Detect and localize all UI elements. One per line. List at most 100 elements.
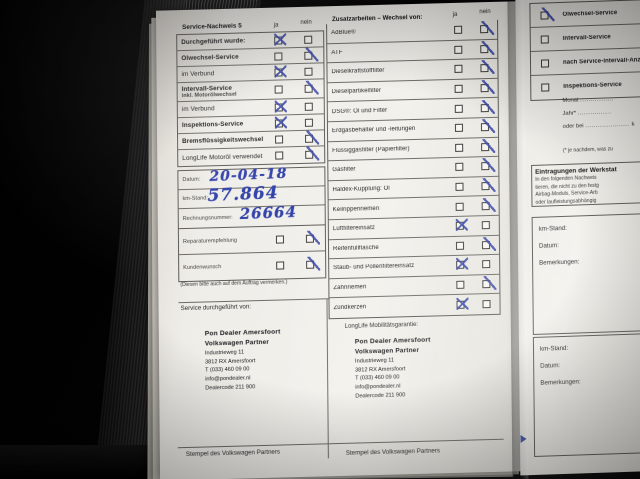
checkbox[interactable] <box>305 150 314 159</box>
checkbox-cell[interactable] <box>472 142 498 152</box>
checkbox-cell[interactable] <box>473 300 499 309</box>
checkbox[interactable] <box>454 45 463 54</box>
checkbox-cell[interactable] <box>264 85 294 94</box>
checkbox-cell[interactable] <box>293 67 323 76</box>
checkbox[interactable] <box>482 300 491 309</box>
checkbox-cell[interactable] <box>263 35 293 45</box>
checkbox-cell[interactable] <box>263 67 293 77</box>
checkbox[interactable] <box>481 221 490 230</box>
checkbox-cell[interactable] <box>265 261 295 270</box>
checkbox[interactable] <box>455 143 464 152</box>
checkbox[interactable] <box>480 44 489 54</box>
checkbox-cell[interactable] <box>473 221 499 230</box>
checkbox-cell[interactable] <box>531 34 559 44</box>
checkbox[interactable] <box>274 67 283 77</box>
checkbox-cell[interactable] <box>264 102 294 112</box>
table-row[interactable]: Reparaturempfehlung <box>178 225 326 256</box>
checkbox-cell[interactable] <box>295 260 325 269</box>
checkbox-cell[interactable] <box>472 103 498 112</box>
checkbox-cell[interactable] <box>446 123 472 133</box>
checkbox[interactable] <box>275 234 284 244</box>
checkbox-cell[interactable] <box>445 45 471 54</box>
checkbox[interactable] <box>304 118 313 127</box>
checkbox-cell[interactable] <box>473 260 499 269</box>
checkbox-cell[interactable] <box>472 123 498 132</box>
checkbox[interactable] <box>480 123 490 132</box>
checkbox-cell[interactable] <box>447 280 473 289</box>
checkbox[interactable] <box>274 35 283 45</box>
checkbox[interactable] <box>481 142 490 152</box>
checkbox-cell[interactable] <box>264 151 294 160</box>
checkbox[interactable] <box>304 51 313 60</box>
checkbox[interactable] <box>454 123 464 133</box>
checkbox[interactable] <box>454 26 463 35</box>
checkbox[interactable] <box>274 102 283 112</box>
checkbox[interactable] <box>454 104 463 113</box>
checkbox-cell[interactable] <box>294 150 324 159</box>
checkbox[interactable] <box>480 64 489 73</box>
checkbox-cell[interactable] <box>472 84 498 93</box>
checkbox[interactable] <box>541 83 550 92</box>
checkbox-cell[interactable] <box>531 58 559 68</box>
checkbox-cell[interactable] <box>473 280 499 289</box>
checkbox-cell[interactable] <box>294 102 324 111</box>
checkbox[interactable] <box>481 240 491 250</box>
checkbox-cell[interactable] <box>294 118 324 127</box>
checkbox-cell[interactable] <box>294 84 324 93</box>
checkbox-cell[interactable] <box>264 134 294 144</box>
checkbox-cell[interactable] <box>446 182 472 192</box>
checkbox-cell[interactable] <box>445 26 471 35</box>
table-row[interactable]: Intervall-Service <box>530 22 640 52</box>
checkbox-cell[interactable] <box>473 201 499 210</box>
checkbox[interactable] <box>304 67 313 76</box>
checkbox[interactable] <box>455 163 464 172</box>
checkbox[interactable] <box>482 260 491 269</box>
checkbox-cell[interactable] <box>293 51 323 60</box>
checkbox[interactable] <box>454 65 463 74</box>
checkbox[interactable] <box>274 118 283 128</box>
checkbox-cell[interactable] <box>263 51 293 61</box>
checkbox-cell[interactable] <box>447 221 473 231</box>
checkbox[interactable] <box>274 85 283 94</box>
checkbox[interactable] <box>456 261 465 270</box>
checkbox[interactable] <box>454 84 463 94</box>
checkbox-cell[interactable] <box>473 240 499 250</box>
checkbox[interactable] <box>456 300 465 310</box>
checkbox[interactable] <box>305 234 314 243</box>
checkbox[interactable] <box>540 58 550 68</box>
checkbox-cell[interactable] <box>447 241 473 250</box>
checkbox-cell[interactable] <box>447 202 473 211</box>
inspection-field[interactable]: Jahr* ................ <box>563 107 640 117</box>
checkbox-cell[interactable] <box>472 162 498 171</box>
checkbox[interactable] <box>481 182 490 191</box>
checkbox[interactable] <box>481 162 490 171</box>
checkbox-cell[interactable] <box>471 25 497 34</box>
checkbox[interactable] <box>480 103 489 112</box>
checkbox[interactable] <box>481 201 490 210</box>
checkbox[interactable] <box>455 202 464 211</box>
table-row[interactable]: nach Service-Intervall-Anz <box>530 46 640 76</box>
inspection-field[interactable]: oder bei ..................... k <box>563 120 640 130</box>
checkbox-cell[interactable] <box>264 118 294 128</box>
checkbox[interactable] <box>304 84 313 93</box>
checkbox[interactable] <box>276 261 285 270</box>
checkbox[interactable] <box>304 102 313 111</box>
table-row[interactable]: Ölwechsel-Service <box>530 0 640 28</box>
checkbox[interactable] <box>275 151 284 160</box>
checkbox-cell[interactable] <box>294 134 324 143</box>
checkbox[interactable] <box>305 134 314 143</box>
checkbox-cell[interactable] <box>293 35 323 44</box>
checkbox[interactable] <box>540 34 549 44</box>
checkbox[interactable] <box>456 280 465 289</box>
table-row[interactable]: Zündkerzen <box>329 294 499 318</box>
checkbox[interactable] <box>455 221 464 231</box>
table-row[interactable]: Kundenwunsch <box>179 251 325 281</box>
table-row[interactable]: LongLife Motoröl verwendet <box>178 146 324 166</box>
checkbox-cell[interactable] <box>447 261 473 270</box>
checkbox[interactable] <box>455 241 465 250</box>
checkbox-cell[interactable] <box>445 65 471 74</box>
checkbox-cell[interactable] <box>471 64 497 73</box>
checkbox-cell[interactable] <box>265 234 295 244</box>
checkbox-cell[interactable] <box>471 44 497 54</box>
checkbox[interactable] <box>304 35 313 44</box>
